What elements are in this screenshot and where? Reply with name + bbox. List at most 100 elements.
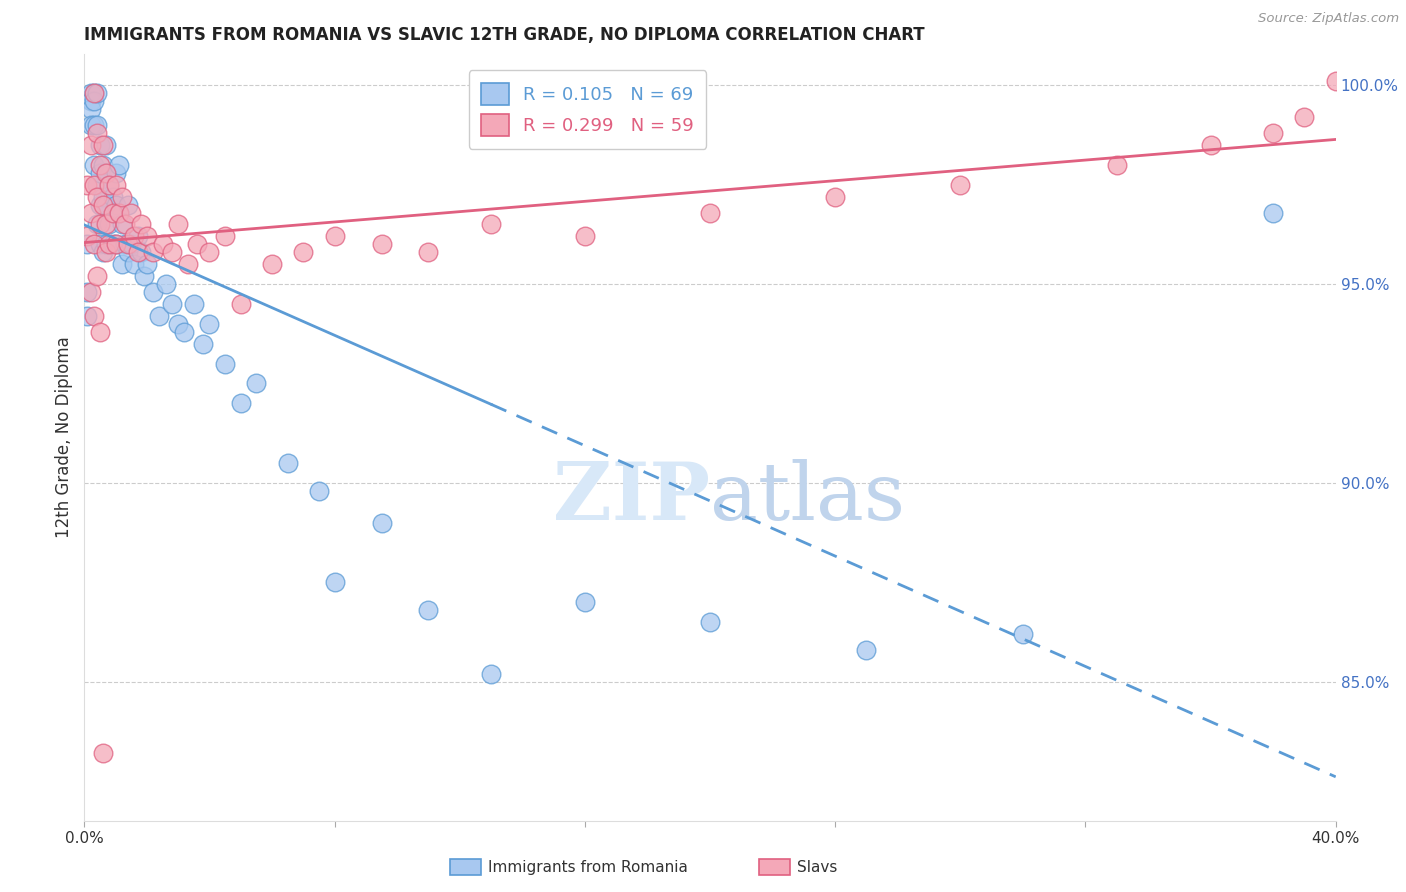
- Point: [104, 237, 127, 252]
- Point: [98, 237, 121, 252]
- Point: [89, 166, 111, 180]
- Point: [89, 218, 111, 232]
- Point: [117, 237, 139, 252]
- Point: [117, 245, 139, 260]
- Point: [96, 166, 118, 180]
- Point: [1294, 110, 1316, 124]
- Point: [1263, 205, 1285, 219]
- Point: [418, 603, 440, 617]
- Y-axis label: 12th Grade, No Diploma: 12th Grade, No Diploma: [55, 336, 73, 538]
- Point: [124, 229, 146, 244]
- Point: [129, 245, 152, 260]
- Text: Immigrants from Romania: Immigrants from Romania: [488, 861, 688, 875]
- Point: [101, 237, 124, 252]
- Point: [79, 137, 101, 152]
- Point: [824, 189, 846, 203]
- Point: [1263, 126, 1285, 140]
- Point: [262, 257, 284, 271]
- Point: [292, 245, 315, 260]
- Point: [167, 317, 190, 331]
- Point: [855, 642, 877, 657]
- Point: [323, 229, 346, 244]
- Point: [91, 158, 114, 172]
- Point: [114, 218, 136, 232]
- Point: [98, 178, 121, 192]
- Point: [91, 746, 114, 760]
- Point: [86, 178, 108, 192]
- Point: [96, 166, 118, 180]
- Point: [699, 205, 721, 219]
- Point: [89, 197, 111, 211]
- Point: [479, 218, 502, 232]
- Point: [323, 575, 346, 590]
- Point: [214, 229, 236, 244]
- Point: [142, 285, 165, 299]
- Text: IMMIGRANTS FROM ROMANIA VS SLAVIC 12TH GRADE, NO DIPLOMA CORRELATION CHART: IMMIGRANTS FROM ROMANIA VS SLAVIC 12TH G…: [84, 26, 925, 44]
- Point: [107, 158, 129, 172]
- Point: [76, 285, 98, 299]
- Point: [86, 218, 108, 232]
- Point: [183, 297, 205, 311]
- Point: [148, 309, 170, 323]
- Point: [120, 237, 142, 252]
- Point: [96, 237, 118, 252]
- Point: [83, 118, 105, 132]
- Point: [83, 178, 105, 192]
- Point: [127, 245, 149, 260]
- Point: [198, 245, 221, 260]
- Point: [91, 189, 114, 203]
- Point: [101, 189, 124, 203]
- Point: [277, 456, 299, 470]
- Point: [76, 178, 98, 192]
- Point: [129, 218, 152, 232]
- Point: [186, 237, 208, 252]
- Point: [370, 516, 392, 530]
- Point: [79, 87, 101, 101]
- Point: [86, 269, 108, 284]
- Text: atlas: atlas: [710, 459, 905, 538]
- Point: [91, 137, 114, 152]
- Point: [79, 94, 101, 108]
- Point: [91, 197, 114, 211]
- Point: [76, 229, 98, 244]
- Point: [79, 102, 101, 116]
- Point: [76, 237, 98, 252]
- Point: [127, 229, 149, 244]
- Text: Slavs: Slavs: [797, 861, 838, 875]
- Point: [479, 666, 502, 681]
- Point: [83, 94, 105, 108]
- Point: [574, 595, 596, 609]
- Point: [160, 297, 183, 311]
- Point: [949, 178, 972, 192]
- Point: [124, 257, 146, 271]
- Point: [132, 269, 155, 284]
- Point: [107, 205, 129, 219]
- Point: [98, 218, 121, 232]
- Point: [79, 205, 101, 219]
- Point: [83, 158, 105, 172]
- Point: [96, 137, 118, 152]
- Point: [89, 158, 111, 172]
- Legend: R = 0.105   N = 69, R = 0.299   N = 59: R = 0.105 N = 69, R = 0.299 N = 59: [468, 70, 706, 149]
- Point: [370, 237, 392, 252]
- Point: [574, 229, 596, 244]
- Point: [136, 257, 159, 271]
- Point: [176, 257, 198, 271]
- Point: [229, 396, 252, 410]
- Point: [83, 87, 105, 101]
- Point: [111, 218, 134, 232]
- Point: [173, 325, 195, 339]
- Point: [111, 257, 134, 271]
- Point: [91, 245, 114, 260]
- Point: [1199, 137, 1222, 152]
- Point: [86, 87, 108, 101]
- Point: [114, 237, 136, 252]
- Point: [214, 357, 236, 371]
- Point: [117, 197, 139, 211]
- Point: [152, 237, 174, 252]
- Point: [104, 178, 127, 192]
- Point: [699, 615, 721, 629]
- Point: [86, 118, 108, 132]
- Point: [107, 205, 129, 219]
- Point: [111, 189, 134, 203]
